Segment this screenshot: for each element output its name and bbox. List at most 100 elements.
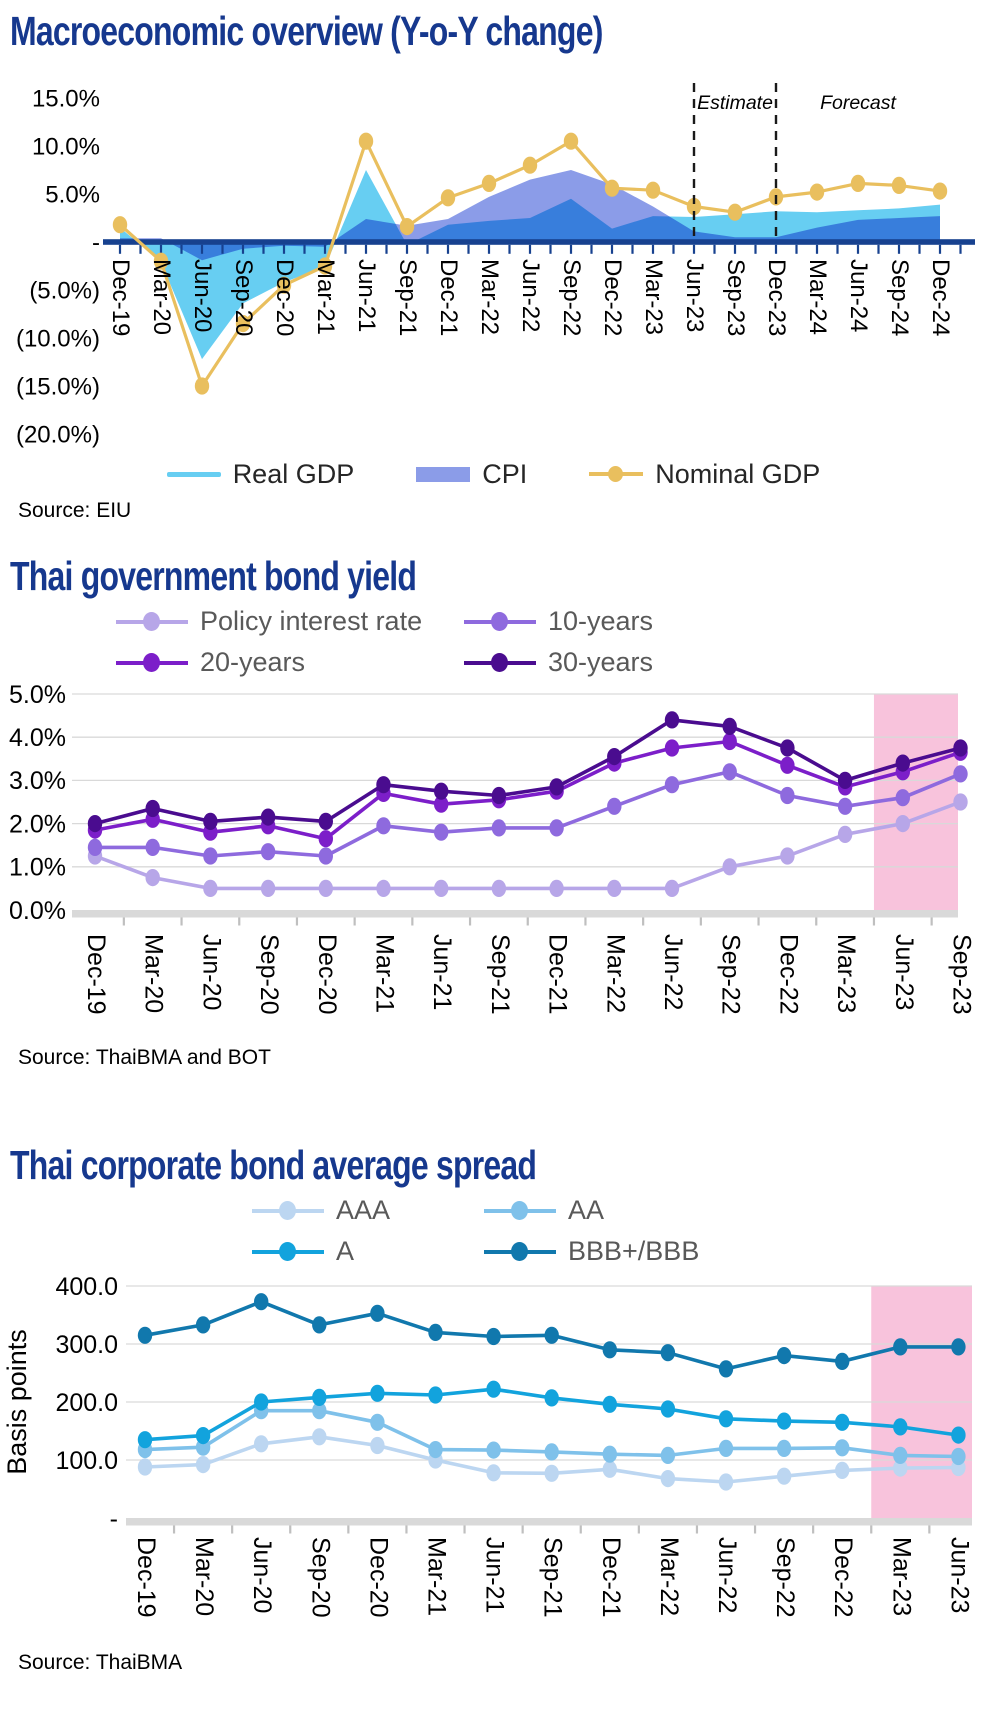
svg-text:Basis points: Basis points	[2, 1329, 32, 1475]
svg-text:Jun-21: Jun-21	[353, 259, 380, 332]
legend-swatch-icon	[464, 652, 536, 673]
corporate-bond-spread-chart-canvas: 400.0 300.0 200.0 100.0 -Dec-19 Mar-20 Jun-20 S…	[2, 1273, 973, 1618]
svg-text:Sep-22: Sep-22	[717, 934, 745, 1015]
svg-text:300.0: 300.0	[55, 1331, 118, 1359]
svg-text:Mar-24: Mar-24	[804, 259, 831, 335]
government-bond-yield-section: Thai government bond yield Policy intere…	[0, 553, 987, 1070]
legend-swatch-icon	[416, 466, 471, 482]
legend-label: 30-years	[548, 647, 654, 677]
legend-item-30-years: 30-years	[464, 647, 824, 678]
svg-text:Sep-21: Sep-21	[394, 259, 421, 336]
svg-text:Sep-23: Sep-23	[722, 259, 749, 336]
svg-text:200.0: 200.0	[55, 1389, 118, 1417]
legend-swatch-icon	[484, 1200, 556, 1221]
svg-text:Mar-21: Mar-21	[312, 259, 339, 335]
svg-text:Dec-22: Dec-22	[599, 259, 626, 336]
legend-swatch-icon	[116, 611, 188, 632]
government-bond-yield-title-text: Thai government bond yield	[10, 553, 417, 599]
svg-text:Mar-22: Mar-22	[655, 1537, 683, 1616]
svg-text:Jun-24: Jun-24	[845, 259, 872, 332]
legend-item-real-gdp: Real GDP	[166, 458, 355, 490]
svg-text:Dec-21: Dec-21	[597, 1537, 625, 1618]
corporate-bond-spread-section: Thai corporate bond average spread AAA AA…	[0, 1142, 987, 1675]
legend-label: AA	[568, 1195, 605, 1225]
svg-text:Jun-21: Jun-21	[481, 1537, 509, 1613]
svg-text:Sep-20: Sep-20	[255, 934, 283, 1015]
svg-text:Jun-23: Jun-23	[890, 934, 918, 1010]
legend-label: 20-years	[200, 647, 306, 677]
legend-swatch-icon	[252, 1241, 324, 1262]
legend-item-bbb-bbb: BBB+/BBB	[484, 1236, 814, 1267]
legend-label: BBB+/BBB	[568, 1236, 700, 1266]
legend-item-10-years: 10-years	[464, 606, 824, 637]
svg-text:-: -	[110, 1505, 118, 1533]
government-bond-yield-title: Thai government bond yield	[10, 553, 987, 600]
legend-label: AAA	[336, 1195, 391, 1225]
svg-text:Mar-23: Mar-23	[640, 259, 667, 335]
svg-text:Dec-21: Dec-21	[435, 259, 462, 336]
government-bond-yield-chart-canvas: 5.0% 4.0% 3.0% 2.0% 1.0% 0.0% Dec-19 Mar-20 Jun-…	[9, 682, 976, 1015]
svg-text:Jun-22: Jun-22	[517, 259, 544, 332]
svg-text:1.0%: 1.0%	[9, 854, 66, 882]
legend-label: Policy interest rate	[200, 606, 423, 636]
legend-label: CPI	[482, 458, 528, 489]
macro-overview-legend: Real GDP CPI Nominal GDP	[0, 457, 987, 491]
svg-text:10.0%: 10.0%	[32, 133, 100, 160]
svg-text:Sep-24: Sep-24	[886, 259, 913, 336]
svg-text:Dec-21: Dec-21	[544, 934, 572, 1015]
svg-text:Mar-23: Mar-23	[832, 934, 860, 1013]
svg-text:Jun-23: Jun-23	[681, 259, 708, 332]
svg-text:Sep-22: Sep-22	[771, 1537, 799, 1618]
svg-text:Jun-20: Jun-20	[248, 1537, 276, 1613]
svg-text:Dec-22: Dec-22	[774, 934, 802, 1015]
macro-overview-title-text: Macroeconomic overview (Y-o-Y change)	[10, 8, 603, 54]
svg-text:100.0: 100.0	[55, 1447, 118, 1475]
svg-text:(10.0%): (10.0%)	[16, 325, 100, 352]
corporate-bond-spread-legend: AAA AA A BBB+/BBB	[252, 1195, 987, 1267]
svg-text:Jun-20: Jun-20	[189, 259, 216, 332]
svg-text:Forecast: Forecast	[820, 92, 897, 114]
svg-text:Dec-19: Dec-19	[107, 259, 134, 336]
svg-text:Mar-22: Mar-22	[601, 934, 629, 1013]
svg-text:0.0%: 0.0%	[9, 897, 66, 925]
svg-text:Mar-20: Mar-20	[148, 259, 175, 335]
svg-text:Sep-20: Sep-20	[230, 259, 257, 336]
svg-text:Dec-22: Dec-22	[829, 1537, 857, 1618]
svg-text:Sep-23: Sep-23	[948, 934, 976, 1015]
svg-text:Jun-22: Jun-22	[659, 934, 687, 1010]
legend-item-nominal-gdp: Nominal GDP	[589, 459, 820, 490]
svg-text:Dec-20: Dec-20	[364, 1537, 392, 1618]
svg-text:Mar-21: Mar-21	[423, 1537, 451, 1616]
macro-overview-chart-canvas: Estimate Forecast 15.0% 10.0% 5.0% - (5.0%) (10…	[16, 83, 975, 448]
legend-swatch-icon	[252, 1200, 324, 1221]
svg-text:3.0%: 3.0%	[9, 767, 66, 795]
macro-overview-section: Macroeconomic overview (Y-o-Y change) Es…	[0, 8, 987, 523]
svg-text:Dec-20: Dec-20	[271, 259, 298, 336]
svg-text:5.0%: 5.0%	[45, 181, 100, 208]
legend-item-policy-interest-rate: Policy interest rate	[116, 606, 464, 637]
svg-text:Mar-20: Mar-20	[190, 1537, 218, 1616]
svg-text:2.0%: 2.0%	[9, 810, 66, 838]
svg-text:Mar-23: Mar-23	[887, 1537, 915, 1616]
legend-label: 10-years	[548, 606, 654, 636]
legend-item-aaa: AAA	[252, 1195, 484, 1226]
svg-text:Mar-22: Mar-22	[476, 259, 503, 335]
legend-label: A	[336, 1236, 355, 1266]
corporate-bond-spread-source: Source: ThaiBMA	[18, 1651, 183, 1674]
svg-text:400.0: 400.0	[55, 1273, 118, 1301]
government-bond-yield-legend: Policy interest rate 10-years 20-years 30-y…	[116, 606, 987, 678]
legend-swatch-icon	[166, 471, 221, 477]
svg-text:Mar-20: Mar-20	[140, 934, 168, 1013]
macro-overview-source: Source: EIU	[18, 499, 132, 522]
legend-label: Real GDP	[232, 458, 355, 489]
legend-swatch-icon	[589, 465, 644, 483]
svg-text:Dec-19: Dec-19	[82, 934, 110, 1015]
svg-text:15.0%: 15.0%	[32, 85, 100, 112]
svg-text:Jun-22: Jun-22	[713, 1537, 741, 1613]
legend-swatch-icon	[116, 652, 188, 673]
svg-text:Sep-20: Sep-20	[306, 1537, 334, 1618]
svg-text:-: -	[92, 229, 100, 256]
svg-text:Dec-23: Dec-23	[763, 259, 790, 336]
svg-text:4.0%: 4.0%	[9, 724, 66, 752]
svg-text:Dec-19: Dec-19	[132, 1537, 160, 1618]
